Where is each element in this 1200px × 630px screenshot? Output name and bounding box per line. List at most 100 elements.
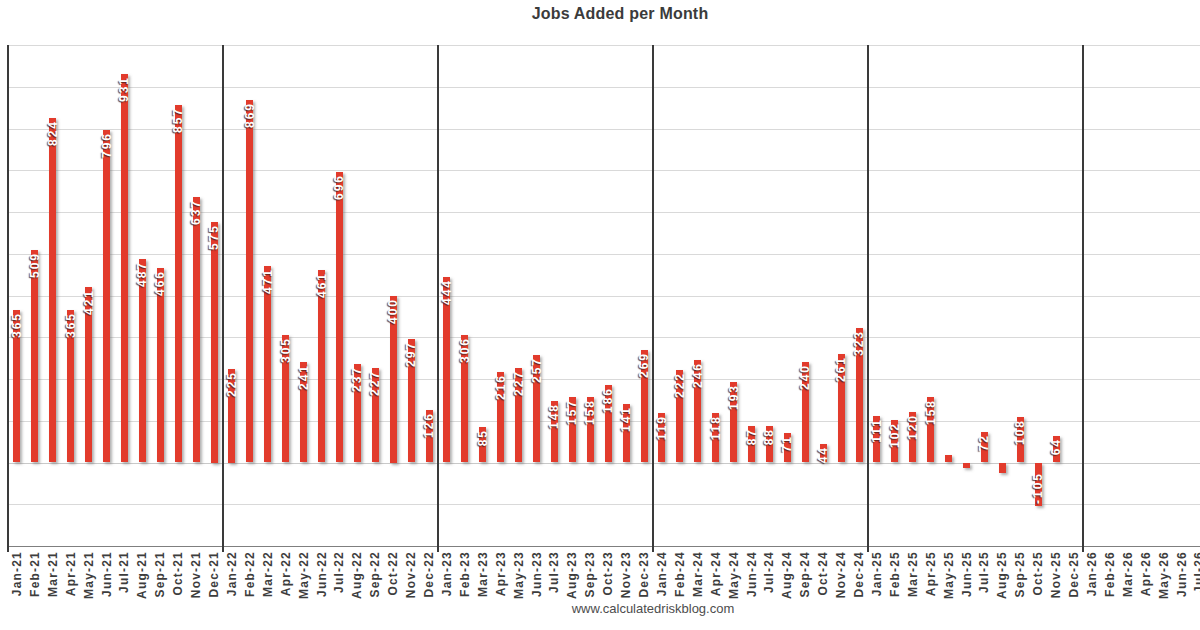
footer-url: www.calculatedriskblog.com bbox=[103, 601, 1200, 616]
x-tick-label-Jan-23: Jan-23 bbox=[441, 551, 453, 596]
bar-value-label: 323 bbox=[853, 330, 865, 356]
bar-value-label: 120 bbox=[907, 414, 919, 440]
bar-Mar-21: 824 bbox=[49, 118, 56, 462]
bar-value-label: 257 bbox=[531, 357, 543, 383]
x-tick-label-May-23: May-23 bbox=[513, 551, 525, 599]
bar-Jul-25: 72 bbox=[981, 432, 988, 462]
gridline bbox=[8, 212, 1200, 213]
gridline bbox=[8, 296, 1200, 297]
x-tick-label-Aug-21: Aug-21 bbox=[136, 551, 148, 599]
bar-value-label: 305 bbox=[280, 337, 292, 363]
bar-value-label: 857 bbox=[172, 107, 184, 133]
x-tick-label-Sep-25: Sep-25 bbox=[1014, 551, 1026, 598]
bar-value-label: 119 bbox=[656, 415, 668, 440]
bar-Oct-24: 44 bbox=[820, 444, 827, 462]
x-tick-label-Jan-26: Jan-26 bbox=[1086, 551, 1098, 596]
bar-value-label: 365 bbox=[11, 312, 23, 338]
x-tick-label-Oct-24: Oct-24 bbox=[817, 551, 829, 596]
bar-Feb-24: 222 bbox=[676, 370, 683, 463]
x-tick-label-Apr-22: Apr-22 bbox=[280, 551, 292, 596]
gridline bbox=[8, 170, 1200, 171]
x-tick-label-Jun-26: Jun-26 bbox=[1176, 551, 1188, 597]
x-tick-label-Jan-21: Jan-21 bbox=[11, 551, 23, 596]
plot-left-border bbox=[7, 45, 9, 552]
bar-Aug-23: 157 bbox=[569, 397, 576, 463]
bar-value-label: 87 bbox=[746, 428, 758, 445]
year-separator bbox=[867, 45, 869, 552]
bar-value-label: 44 bbox=[817, 446, 829, 463]
bar-Nov-23: 141 bbox=[623, 404, 630, 463]
bar-Feb-23: 306 bbox=[461, 335, 468, 463]
bar-value-label: 421 bbox=[83, 289, 95, 315]
x-tick-label-May-25: May-25 bbox=[943, 551, 955, 599]
bar-May-23: 227 bbox=[515, 368, 522, 463]
bar-Nov-24: 261 bbox=[838, 354, 845, 463]
bar-value-label: 365 bbox=[65, 312, 77, 338]
x-tick-label-Feb-22: Feb-22 bbox=[244, 551, 256, 597]
gridline bbox=[8, 504, 1200, 505]
bar-Aug-21: 487 bbox=[139, 259, 146, 462]
bar-Apr-23: 216 bbox=[497, 372, 504, 462]
bar-value-label: 471 bbox=[262, 268, 274, 294]
x-tick-label-Apr-26: Apr-26 bbox=[1140, 551, 1152, 596]
x-tick-label-Jun-21: Jun-21 bbox=[101, 551, 113, 597]
x-tick-label-Feb-26: Feb-26 bbox=[1104, 551, 1116, 597]
bar-value-label: 869 bbox=[244, 102, 256, 128]
bar-Sep-22: 227 bbox=[372, 368, 379, 463]
bar-value-label: 216 bbox=[495, 374, 507, 400]
bar-Jan-22: 225 bbox=[228, 369, 235, 463]
x-tick-label-Aug-25: Aug-25 bbox=[996, 551, 1008, 599]
x-tick-label-Oct-23: Oct-23 bbox=[602, 551, 614, 596]
x-tick-label-Nov-21: Nov-21 bbox=[190, 551, 202, 598]
bar-May-25 bbox=[945, 455, 952, 463]
bar-Jun-21: 796 bbox=[103, 130, 110, 462]
bar-value-label: 157 bbox=[566, 399, 578, 425]
bar-value-label: 126 bbox=[423, 412, 435, 438]
bar-Mar-22: 471 bbox=[264, 266, 271, 463]
bar-value-label: 796 bbox=[101, 132, 113, 158]
bar-value-label: 88 bbox=[763, 428, 775, 445]
x-tick-label-Mar-22: Mar-22 bbox=[262, 551, 274, 597]
bar-Sep-24: 240 bbox=[802, 362, 809, 462]
chart-canvas: Jobs Added per Month 3655098243654217969… bbox=[0, 0, 1200, 630]
bar-Dec-21: 575 bbox=[211, 222, 218, 462]
bar-value-label: 637 bbox=[190, 199, 202, 225]
bar-value-label: 225 bbox=[226, 371, 238, 397]
bar-value-label: 102 bbox=[889, 422, 901, 448]
x-tick-label-Sep-24: Sep-24 bbox=[799, 551, 811, 598]
year-separator bbox=[652, 45, 654, 552]
x-tick-label-May-26: May-26 bbox=[1158, 551, 1170, 599]
bar-Oct-23: 186 bbox=[605, 385, 612, 463]
bar-Aug-25 bbox=[999, 463, 1006, 474]
bar-value-label: 227 bbox=[369, 370, 381, 396]
bar-Jun-25 bbox=[963, 463, 970, 468]
bar-value-label: 222 bbox=[674, 372, 686, 398]
x-tick-label-Jun-25: Jun-25 bbox=[961, 551, 973, 597]
x-tick-label-Mar-21: Mar-21 bbox=[47, 551, 59, 597]
bar-Feb-22: 869 bbox=[246, 100, 253, 463]
x-tick-label-Nov-23: Nov-23 bbox=[620, 551, 632, 598]
gridline bbox=[8, 379, 1200, 380]
x-tick-label-Jul-25: Jul-25 bbox=[978, 551, 990, 593]
x-tick-label-May-21: May-21 bbox=[83, 551, 95, 599]
bar-value-label: 111 bbox=[871, 418, 883, 443]
bar-May-21: 421 bbox=[85, 287, 92, 463]
bar-Aug-22: 237 bbox=[354, 364, 361, 463]
year-separator bbox=[222, 45, 224, 552]
bar-Mar-23: 85 bbox=[479, 427, 486, 462]
bar-Aug-24: 71 bbox=[784, 433, 791, 463]
bar-Jun-23: 257 bbox=[533, 355, 540, 462]
bar-Oct-25: -105 bbox=[1035, 463, 1042, 507]
bar-Jan-23: 444 bbox=[443, 277, 450, 462]
bar-Dec-22: 126 bbox=[426, 410, 433, 463]
bar-Oct-22: 400 bbox=[390, 296, 397, 463]
x-tick-label-Oct-25: Oct-25 bbox=[1032, 551, 1044, 596]
x-tick-label-Mar-25: Mar-25 bbox=[907, 551, 919, 597]
bar-Mar-24: 246 bbox=[694, 360, 701, 463]
bar-value-label: 444 bbox=[441, 279, 453, 305]
gridline bbox=[8, 45, 1200, 46]
bar-value-label: 931 bbox=[118, 76, 130, 102]
x-tick-label-Feb-23: Feb-23 bbox=[459, 551, 471, 597]
bar-Jan-24: 119 bbox=[658, 413, 665, 463]
x-tick-label-Jul-26: Jul-26 bbox=[1193, 551, 1200, 593]
